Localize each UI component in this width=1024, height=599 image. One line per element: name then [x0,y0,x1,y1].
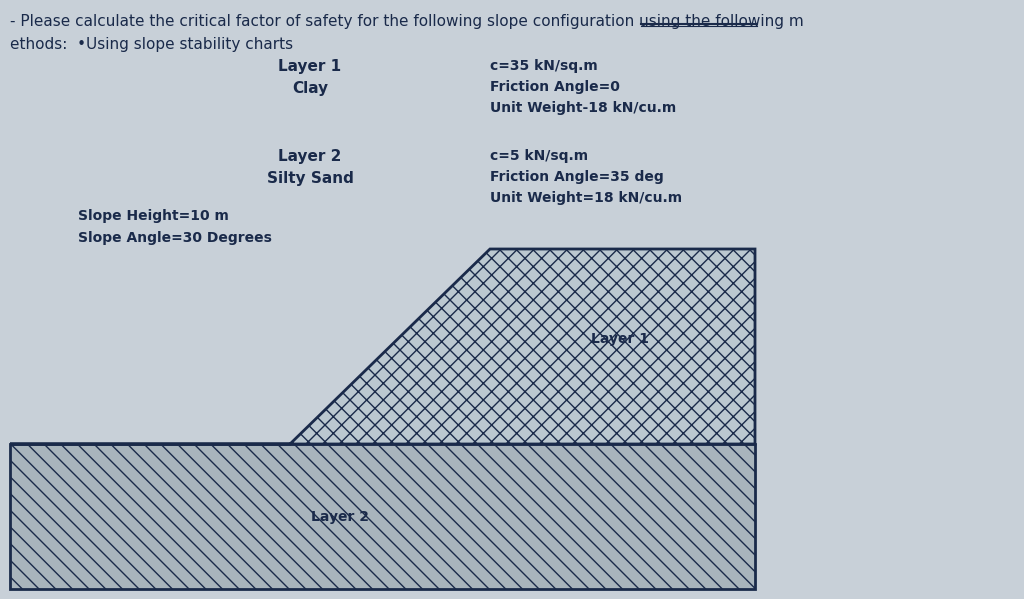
Text: c=5 kN/sq.m
Friction Angle=35 deg
Unit Weight=18 kN/cu.m: c=5 kN/sq.m Friction Angle=35 deg Unit W… [490,149,682,205]
Text: Layer 2: Layer 2 [311,510,369,524]
Text: Slope Height=10 m: Slope Height=10 m [78,209,229,223]
Text: Clay: Clay [292,81,328,96]
Text: c=35 kN/sq.m
Friction Angle=0
Unit Weight-18 kN/cu.m: c=35 kN/sq.m Friction Angle=0 Unit Weigh… [490,59,676,115]
Text: ethods:  •Using slope stability charts: ethods: •Using slope stability charts [10,37,293,52]
Text: Slope Angle=30 Degrees: Slope Angle=30 Degrees [78,231,272,245]
Text: Silty Sand: Silty Sand [266,171,353,186]
Polygon shape [10,444,755,589]
Text: - Please calculate the critical factor of safety for the following slope configu: - Please calculate the critical factor o… [10,14,804,29]
Text: Layer 1: Layer 1 [591,332,649,346]
Text: Layer 1: Layer 1 [279,59,342,74]
Polygon shape [10,249,755,444]
Text: Layer 2: Layer 2 [279,149,342,164]
